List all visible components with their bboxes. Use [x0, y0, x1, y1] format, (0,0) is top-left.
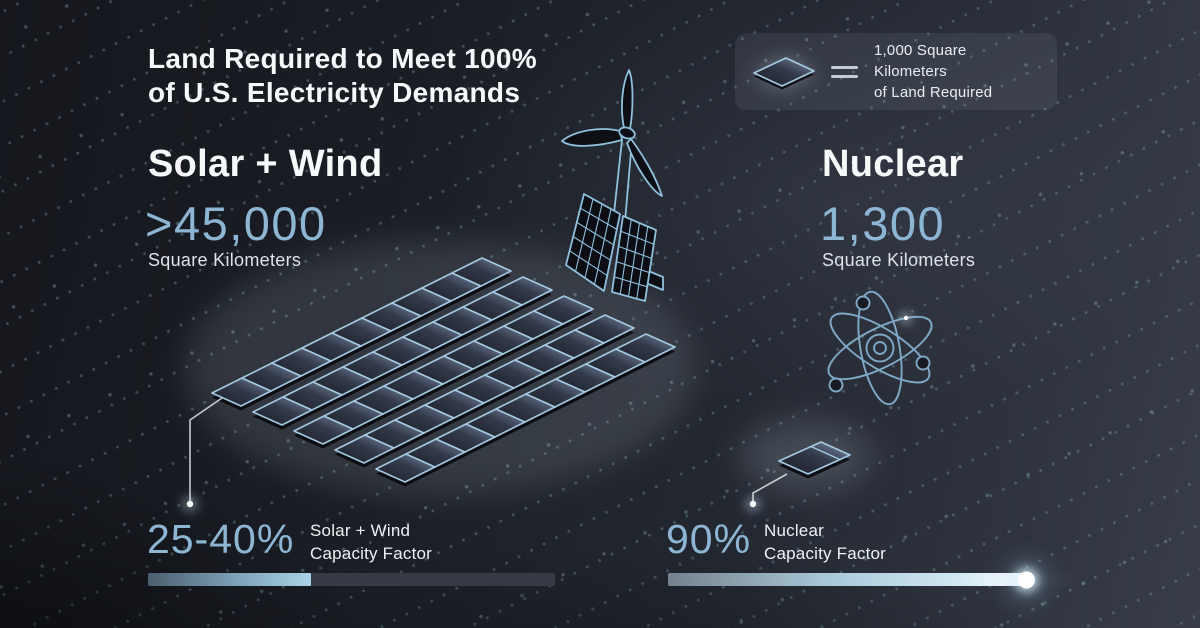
solar-capacity-bar [148, 573, 555, 586]
solar-capacity-bar-fill [148, 573, 311, 586]
legend-line-2: of Land Required [874, 84, 993, 101]
equals-icon [831, 65, 858, 78]
nuclear-capacity-bar [668, 571, 1072, 588]
title-line-2: of U.S. Electricity Demands [148, 77, 521, 108]
legend-line-1: 1,000 Square Kilometers [874, 42, 967, 80]
solar-panel-icon [565, 193, 664, 302]
legend: 1,000 Square Kilometers of Land Required [735, 33, 1057, 110]
legend-text: 1,000 Square Kilometers of Land Required [874, 40, 1043, 103]
nuclear-heading: Nuclear [822, 143, 964, 185]
nuclear-tile-glow [739, 420, 871, 492]
solar-land-unit: Square Kilometers [148, 250, 302, 270]
solar-panel-grid-icon [211, 257, 676, 487]
connector-lines [189, 397, 788, 501]
wind-turbine-icon [561, 69, 663, 251]
solar-capacity-value: 25-40% [147, 516, 295, 562]
nuclear-capacity-bar-fill [668, 571, 1035, 588]
nuclear-land-tile-icon [778, 441, 851, 479]
nuclear-capacity-value: 90% [666, 516, 752, 562]
bar-glow-dot [1017, 571, 1035, 588]
title-line-1: Land Required to Meet 100% [148, 43, 537, 74]
nuclear-land-unit: Square Kilometers [822, 250, 976, 270]
atom-icon [827, 290, 933, 406]
nuclear-capacity-label: Nuclear Capacity Factor [764, 521, 887, 563]
connector-end-dots [182, 496, 761, 512]
solar-grid-glow [185, 240, 695, 496]
solar-land-value: >45,000 [145, 197, 327, 250]
page-title: Land Required to Meet 100% of U.S. Elect… [148, 42, 537, 110]
solar-capacity-label: Solar + Wind Capacity Factor [310, 521, 433, 563]
nuclear-land-value: 1,300 [820, 197, 946, 250]
land-tile-icon [749, 44, 821, 100]
solar-heading: Solar + Wind [148, 143, 383, 185]
